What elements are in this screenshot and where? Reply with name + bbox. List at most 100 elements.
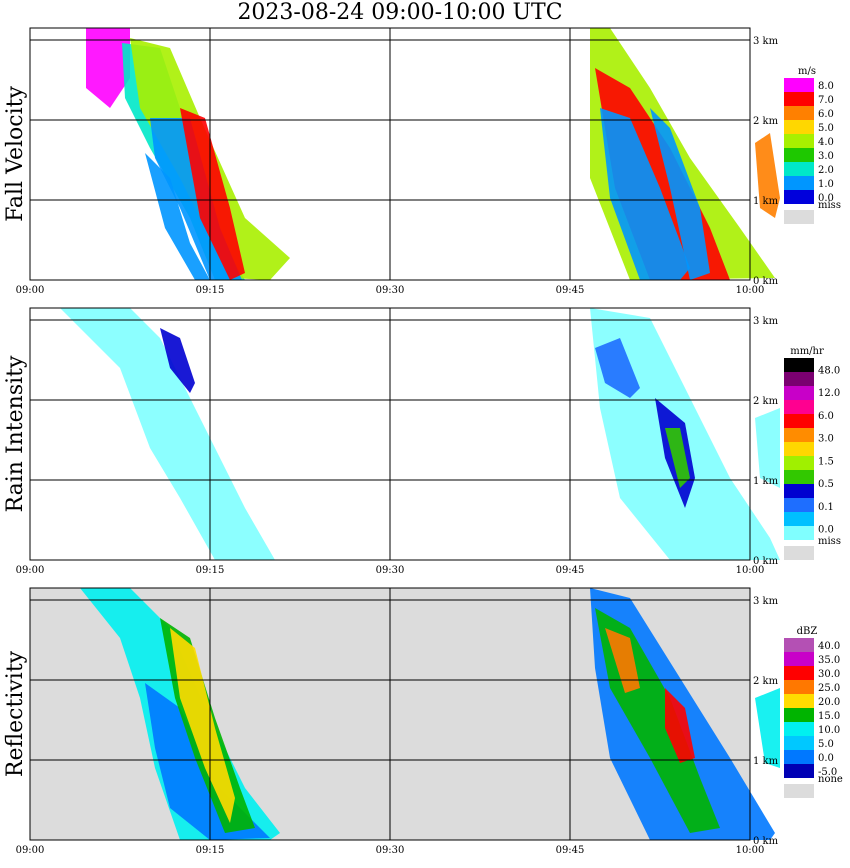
legend-label: 6.0 (818, 411, 834, 422)
heatmap-cell-4 (595, 338, 640, 398)
x-tick-label: 09:15 (196, 845, 225, 856)
legend-label: 7.0 (818, 95, 834, 106)
chart-title: 2023-08-24 09:00-10:00 UTC (237, 0, 563, 25)
legend-swatch (784, 414, 814, 428)
heatmap-cell-11 (755, 133, 780, 218)
legend-label: 12.0 (818, 388, 840, 399)
legend-label: 5.0 (818, 739, 834, 750)
x-tick-label: 09:30 (376, 285, 405, 296)
legend-missing-swatch (784, 210, 814, 224)
legend-swatch (784, 694, 814, 708)
legend-label: 3.0 (818, 434, 834, 445)
legend-label: 48.0 (818, 365, 840, 376)
x-tick-label: 09:45 (556, 285, 585, 296)
heatmap-cell-10 (650, 108, 710, 280)
heatmap-cell-2 (145, 683, 270, 840)
x-tick-label: 10:00 (736, 845, 765, 856)
y-tick-label: 1 km (753, 476, 779, 487)
legend-swatch (784, 428, 814, 442)
legend-swatch (784, 666, 814, 680)
legend-unit: dBZ (797, 626, 818, 637)
legend-label: 35.0 (818, 655, 840, 666)
x-tick-label: 09:15 (196, 565, 225, 576)
legend-label: 10.0 (818, 725, 840, 736)
heatmap-cell-1 (86, 28, 130, 108)
x-tick-label: 09:45 (556, 845, 585, 856)
legend-label: 5.0 (818, 123, 834, 134)
heatmap-cell-9 (600, 108, 690, 280)
heatmap-cell-7 (605, 628, 640, 693)
heatmap-cell-8 (665, 688, 695, 763)
legend-swatch (784, 708, 814, 722)
heatmap-cell-1 (60, 308, 275, 560)
y-tick-label: 3 km (753, 316, 779, 327)
legend-swatch (784, 92, 814, 106)
y-tick-label: 0 km (753, 836, 779, 847)
x-tick-label: 09:15 (196, 285, 225, 296)
legend-label: 4.0 (818, 137, 834, 148)
y-axis-label: Rain Intensity (3, 355, 28, 512)
legend-label: 3.0 (818, 151, 834, 162)
legend-swatch (784, 134, 814, 148)
legend-swatch (784, 442, 814, 456)
legend-unit: m/s (798, 66, 816, 77)
legend-label: 20.0 (818, 697, 840, 708)
panel-3: 09:00 09:15 09:30 09:45 10:000 km 1 km 2 km 3 k… (3, 587, 843, 856)
x-tick-label: 10:00 (736, 565, 765, 576)
panel-1: 09:00 09:15 09:30 09:45 10:000 km 1 km 2 km 3 k… (3, 27, 841, 296)
legend-swatch (784, 750, 814, 764)
legend-label: 1.5 (818, 456, 834, 467)
y-tick-label: 1 km (753, 756, 779, 767)
legend-swatch (784, 120, 814, 134)
legend-swatch (784, 764, 814, 778)
legend-label: 1.0 (818, 179, 834, 190)
y-axis-label: Fall Velocity (3, 86, 28, 222)
heatmap-cell-6 (145, 153, 210, 280)
legend-swatch (784, 456, 814, 470)
legend-swatch (784, 680, 814, 694)
legend-label: 25.0 (818, 683, 840, 694)
legend-swatch (784, 358, 814, 372)
x-tick-label: 09:00 (16, 285, 45, 296)
y-axis-label: Reflectivity (3, 650, 28, 777)
legend-missing-label: miss (818, 536, 841, 547)
y-tick-label: 2 km (753, 676, 779, 687)
plot-frame (29, 307, 751, 561)
legend-label: 0.5 (818, 479, 834, 490)
legend-swatch (784, 526, 814, 540)
y-tick-label: 0 km (753, 276, 779, 287)
heatmap-cell-6 (665, 428, 690, 488)
legend-swatch (784, 736, 814, 750)
x-tick-label: 09:30 (376, 565, 405, 576)
legend-label: 2.0 (818, 165, 834, 176)
y-tick-label: 1 km (753, 196, 779, 207)
legend-label: 40.0 (818, 641, 840, 652)
legend-label: 0.0 (818, 193, 834, 204)
legend-label: 15.0 (818, 711, 840, 722)
legend-label: -5.0 (818, 767, 837, 778)
legend-missing-label: miss (818, 200, 841, 211)
legend-label: 0.0 (818, 525, 834, 536)
heatmap-cell-7 (755, 408, 780, 488)
legend-swatch (784, 106, 814, 120)
y-tick-label: 2 km (753, 396, 779, 407)
legend-label: 8.0 (818, 81, 834, 92)
legend-label: 0.1 (818, 502, 834, 513)
y-tick-label: 0 km (753, 556, 779, 567)
legend-missing-swatch (784, 546, 814, 560)
plot-frame (29, 27, 751, 281)
legend-swatch (784, 162, 814, 176)
legend-swatch (784, 386, 814, 400)
legend-swatch (784, 498, 814, 512)
panel-2: 09:00 09:15 09:30 09:45 10:000 km 1 km 2 km 3 k… (3, 307, 841, 576)
legend-swatch (784, 484, 814, 498)
heatmap-cell-5 (180, 108, 245, 280)
legend-missing-label: none (818, 774, 843, 785)
heatmap-cell-4 (170, 628, 235, 823)
legend-swatch (784, 470, 814, 484)
heatmap-cell-2 (160, 328, 195, 393)
y-tick-label: 2 km (753, 116, 779, 127)
